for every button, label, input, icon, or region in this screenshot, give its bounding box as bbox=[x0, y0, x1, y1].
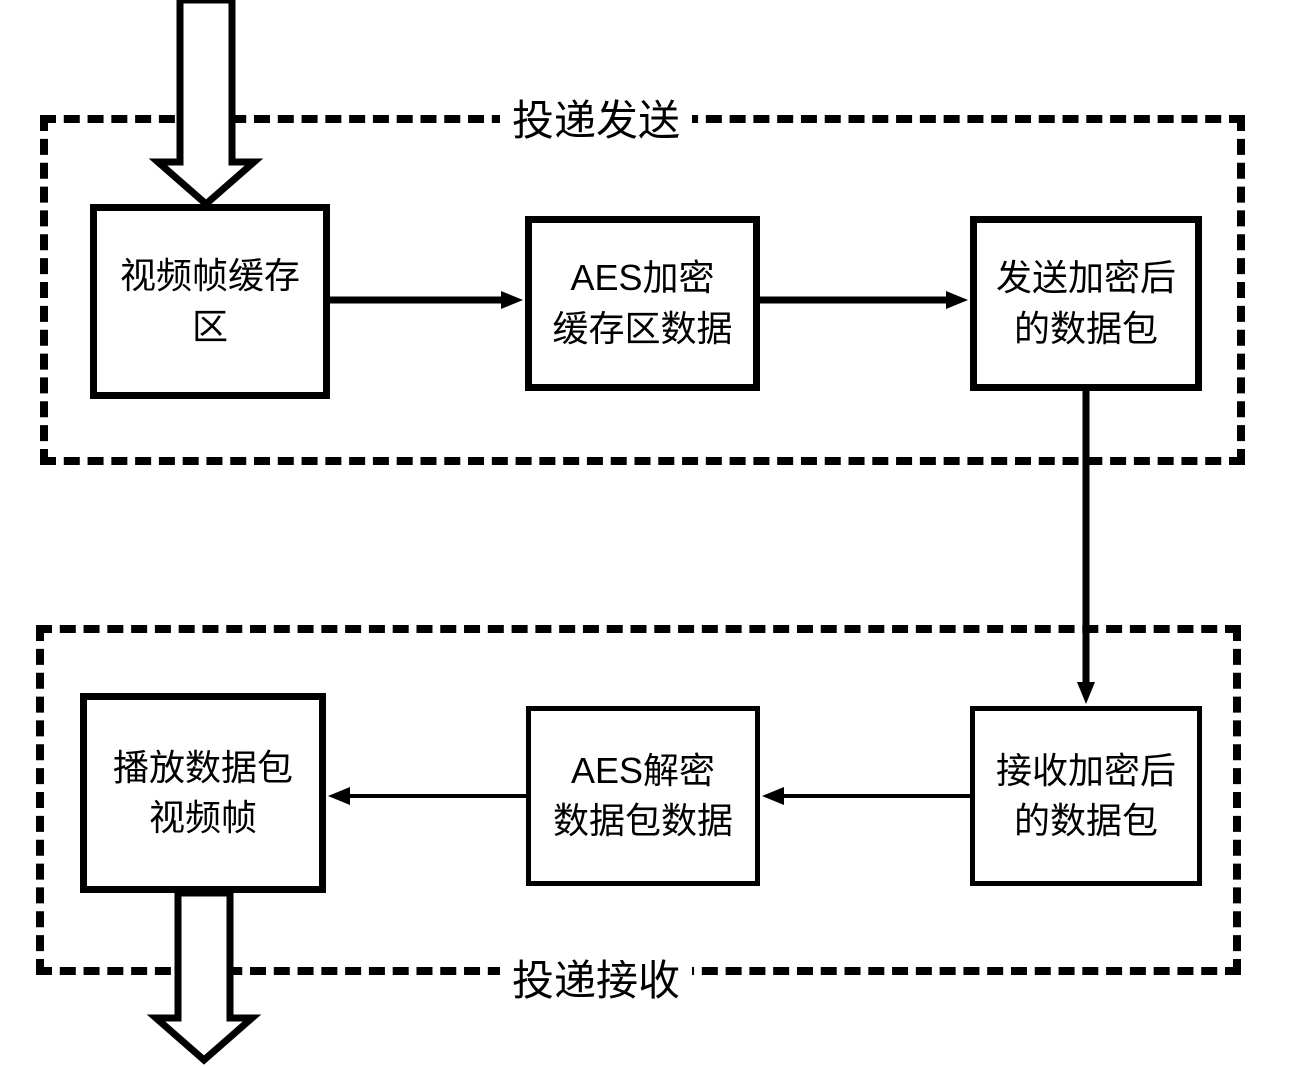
arrows-layer bbox=[0, 0, 1295, 1066]
